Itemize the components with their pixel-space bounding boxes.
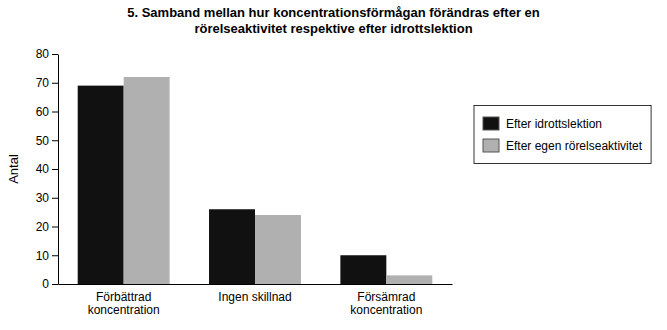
bar (255, 215, 301, 284)
bar (124, 77, 170, 284)
title-line: rörelseaktivitet respektive efter idrott… (194, 21, 472, 36)
x-tick-label-line: Ingen skillnad (218, 290, 291, 304)
y-axis: 0 10 20 30 40 50 60 70 80 (36, 47, 59, 291)
y-tick-label: 70 (36, 76, 50, 90)
y-tick-label: 10 (36, 249, 50, 263)
x-tick: Försämradkoncentration (350, 290, 422, 318)
y-tick: 60 (36, 105, 58, 119)
y-tick: 0 (42, 277, 58, 291)
legend-swatch (483, 139, 499, 152)
legend-label: Efter idrottslektion (506, 117, 602, 131)
legend-item: Efter idrottslektion (483, 117, 602, 131)
bar (78, 86, 124, 284)
y-tick-mark (52, 284, 58, 285)
x-tick-label: Ingen skillnad (218, 290, 291, 304)
bar (386, 275, 432, 284)
y-axis-title: Antal (6, 154, 21, 184)
y-axis-line (58, 55, 59, 285)
x-tick-label-line: Förbättrad (96, 290, 151, 304)
y-tick-mark (52, 227, 58, 228)
y-tick-label: 30 (36, 191, 50, 205)
plot-area: 01020304050607080Förbättradkoncentration… (6, 47, 453, 317)
y-tick-mark (52, 169, 58, 170)
y-tick-mark (52, 198, 58, 199)
y-tick: 40 (36, 162, 58, 176)
y-tick-label: 0 (42, 277, 49, 291)
x-tick-label-line: Försämrad (357, 290, 415, 304)
y-tick: 20 (36, 220, 58, 234)
legend-frame (474, 106, 651, 164)
x-axis: FörbättradkoncentrationIngen skillnadFör… (59, 285, 453, 318)
y-tick-mark (52, 140, 58, 141)
y-tick: 50 (36, 134, 58, 148)
x-axis-line (59, 284, 453, 285)
y-tick-mark (52, 54, 58, 55)
x-tick-label-line: koncentration (88, 303, 160, 317)
bar-series (124, 77, 433, 284)
y-tick: 80 (36, 47, 58, 61)
title: 5. Samband mellan hur koncentrationsförm… (127, 5, 540, 36)
y-tick: 10 (36, 249, 58, 263)
y-tick-mark (52, 83, 58, 84)
legend-label: Efter egen rörelseaktivitet (506, 139, 643, 153)
y-tick-label: 40 (36, 162, 50, 176)
x-tick-label-line: koncentration (350, 303, 422, 317)
x-tick-label: Förbättradkoncentration (88, 290, 160, 318)
y-tick: 70 (36, 76, 58, 90)
y-tick-label: 50 (36, 134, 50, 148)
x-tick-label: Försämradkoncentration (350, 290, 422, 318)
y-tick-mark (52, 255, 58, 256)
legend: Efter idrottslektion Efter egen rörelseak… (474, 106, 651, 164)
legend-swatch (483, 117, 499, 130)
x-tick: Ingen skillnad (218, 290, 291, 304)
x-tick: Förbättradkoncentration (88, 290, 160, 318)
chart-container: 5. Samband mellan hur koncentrationsförm… (0, 0, 667, 330)
bars (78, 77, 433, 284)
y-tick-mark (52, 112, 58, 113)
bar (340, 255, 386, 284)
y-tick: 30 (36, 191, 58, 205)
y-tick-label: 80 (36, 47, 50, 61)
y-tick-label: 60 (36, 105, 50, 119)
chart-svg: 5. Samband mellan hur koncentrationsförm… (0, 0, 667, 330)
title-line: 5. Samband mellan hur koncentrationsförm… (127, 5, 540, 20)
legend-item: Efter egen rörelseaktivitet (483, 139, 643, 153)
y-tick-label: 20 (36, 220, 50, 234)
bar (209, 209, 255, 284)
